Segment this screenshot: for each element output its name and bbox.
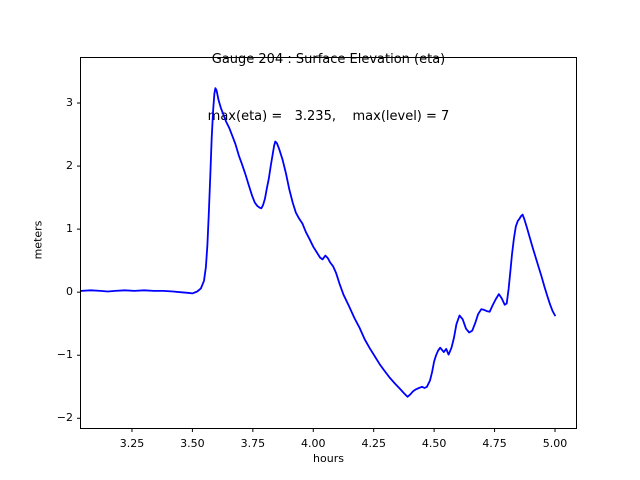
y-tick-label: 1: [66, 222, 73, 236]
x-tick-label: 3.50: [180, 437, 205, 450]
y-tick-label: −2: [56, 411, 73, 425]
x-tick-label: 5.00: [542, 437, 568, 450]
chart-title-line2: max(eta) = 3.235, max(level) = 7: [207, 109, 450, 124]
x-tick-label: 3.75: [240, 437, 266, 450]
x-tick-label: 4.50: [421, 437, 447, 450]
x-axis-label: hours: [313, 452, 344, 465]
chart-title: Gauge 204 : Surface Elevation (eta) max(…: [80, 12, 577, 164]
series-line-eta: [80, 87, 556, 398]
x-tick-label: 3.25: [119, 437, 145, 450]
chart-title-line1: Gauge 204 : Surface Elevation (eta): [211, 52, 446, 67]
x-tick-label: 4.00: [301, 437, 326, 450]
x-tick-label: 4.25: [361, 437, 386, 450]
plot-area: [77, 57, 577, 432]
y-tick-label: 3: [66, 96, 73, 110]
y-tick-label: 2: [66, 159, 73, 173]
x-tick-label: 4.75: [482, 437, 507, 450]
axes-spines: [80, 57, 577, 429]
y-tick-label: 0: [66, 285, 73, 299]
y-tick-label: −1: [56, 348, 73, 362]
